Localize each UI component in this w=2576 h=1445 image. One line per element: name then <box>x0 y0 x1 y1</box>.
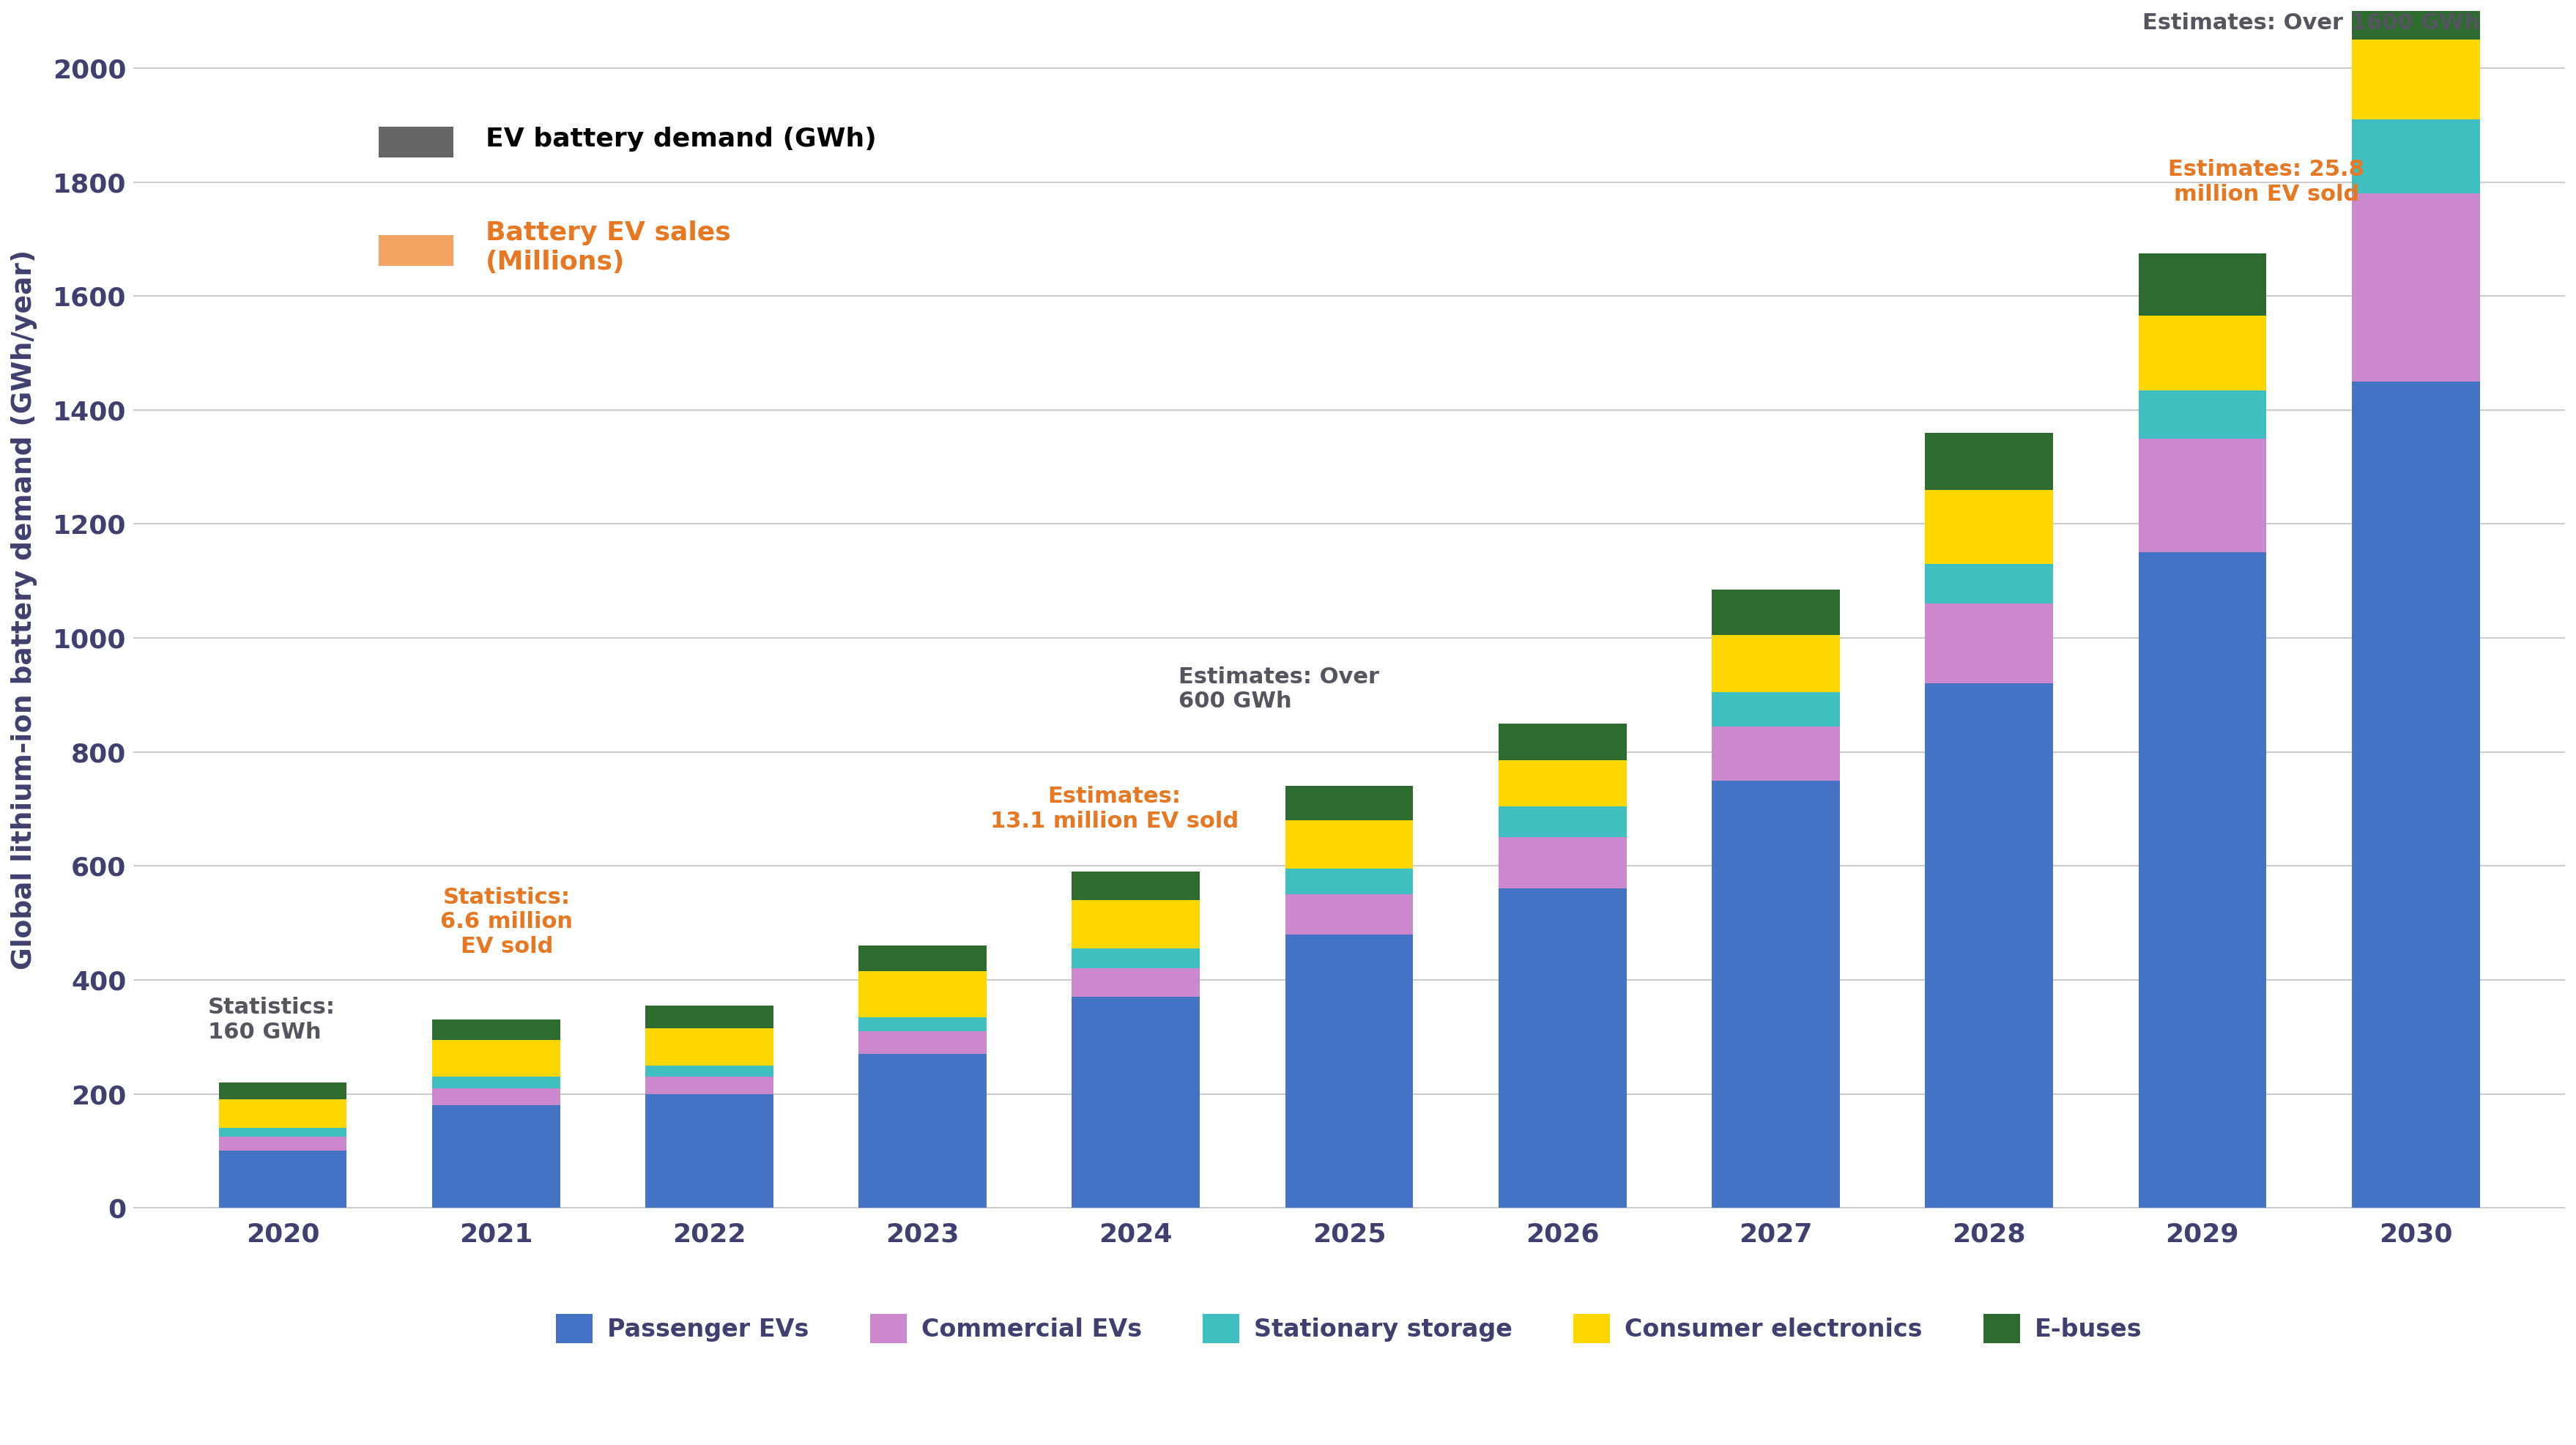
Bar <box>1499 760 1625 806</box>
Bar <box>1285 868 1414 894</box>
Bar <box>858 971 987 1017</box>
Bar <box>644 1094 773 1208</box>
Bar <box>1713 636 1839 692</box>
Bar <box>2352 0 2481 39</box>
Bar <box>1285 786 1414 821</box>
Text: Estimates:
13.1 million EV sold: Estimates: 13.1 million EV sold <box>989 786 1239 832</box>
Bar <box>219 1150 348 1208</box>
Bar <box>219 1082 348 1100</box>
Bar <box>1924 564 2053 604</box>
Bar <box>2138 438 2267 552</box>
Bar <box>1285 821 1414 868</box>
Bar <box>1713 590 1839 636</box>
Legend: Passenger EVs, Commercial EVs, Stationary storage, Consumer electronics, E-buses: Passenger EVs, Commercial EVs, Stationar… <box>546 1303 2151 1353</box>
Bar <box>433 1020 559 1040</box>
Bar <box>433 1077 559 1088</box>
Y-axis label: Global lithium-ion battery demand (GWh/year): Global lithium-ion battery demand (GWh/y… <box>10 250 39 970</box>
Bar <box>858 1017 987 1032</box>
Text: Estimates: Over
600 GWh: Estimates: Over 600 GWh <box>1180 666 1378 712</box>
Bar <box>2352 120 2481 194</box>
Text: Statistics:
160 GWh: Statistics: 160 GWh <box>209 997 335 1043</box>
Bar <box>1924 604 2053 683</box>
Text: Estimates: 25.8
million EV sold: Estimates: 25.8 million EV sold <box>2169 159 2365 205</box>
Bar <box>2138 253 2267 316</box>
Bar <box>1072 997 1200 1208</box>
Bar <box>1499 724 1625 760</box>
Bar <box>1072 900 1200 948</box>
Text: EV battery demand (GWh): EV battery demand (GWh) <box>484 127 876 152</box>
Bar <box>858 1053 987 1208</box>
Bar <box>2138 390 2267 438</box>
Bar <box>2352 39 2481 120</box>
Bar <box>1924 490 2053 564</box>
Bar <box>2352 194 2481 381</box>
Bar <box>858 1032 987 1053</box>
Bar <box>644 1006 773 1029</box>
Bar <box>1713 780 1839 1208</box>
Bar <box>1713 727 1839 780</box>
Bar <box>644 1077 773 1094</box>
Bar <box>219 1100 348 1129</box>
Bar <box>1499 889 1625 1208</box>
Bar <box>1924 683 2053 1208</box>
FancyBboxPatch shape <box>379 234 453 266</box>
Bar <box>433 1105 559 1208</box>
FancyBboxPatch shape <box>379 127 453 158</box>
Bar <box>1499 806 1625 838</box>
Bar <box>1713 692 1839 727</box>
Bar <box>1924 434 2053 490</box>
Bar <box>1072 948 1200 968</box>
Bar <box>1285 935 1414 1208</box>
Bar <box>1285 894 1414 935</box>
Bar <box>858 945 987 971</box>
Bar <box>1072 968 1200 997</box>
Bar <box>1072 871 1200 900</box>
Text: Statistics:
6.6 million
EV sold: Statistics: 6.6 million EV sold <box>440 887 572 957</box>
Bar <box>644 1029 773 1065</box>
Text: Battery EV sales
(Millions): Battery EV sales (Millions) <box>484 221 732 275</box>
Bar <box>2138 552 2267 1208</box>
Bar <box>644 1065 773 1077</box>
Bar <box>219 1129 348 1137</box>
Bar <box>219 1137 348 1150</box>
Bar <box>2352 381 2481 1208</box>
Bar <box>433 1088 559 1105</box>
Bar <box>2138 316 2267 390</box>
Text: Estimates: Over 1600 GWh: Estimates: Over 1600 GWh <box>2143 13 2481 33</box>
Bar <box>433 1040 559 1077</box>
Bar <box>1499 838 1625 889</box>
